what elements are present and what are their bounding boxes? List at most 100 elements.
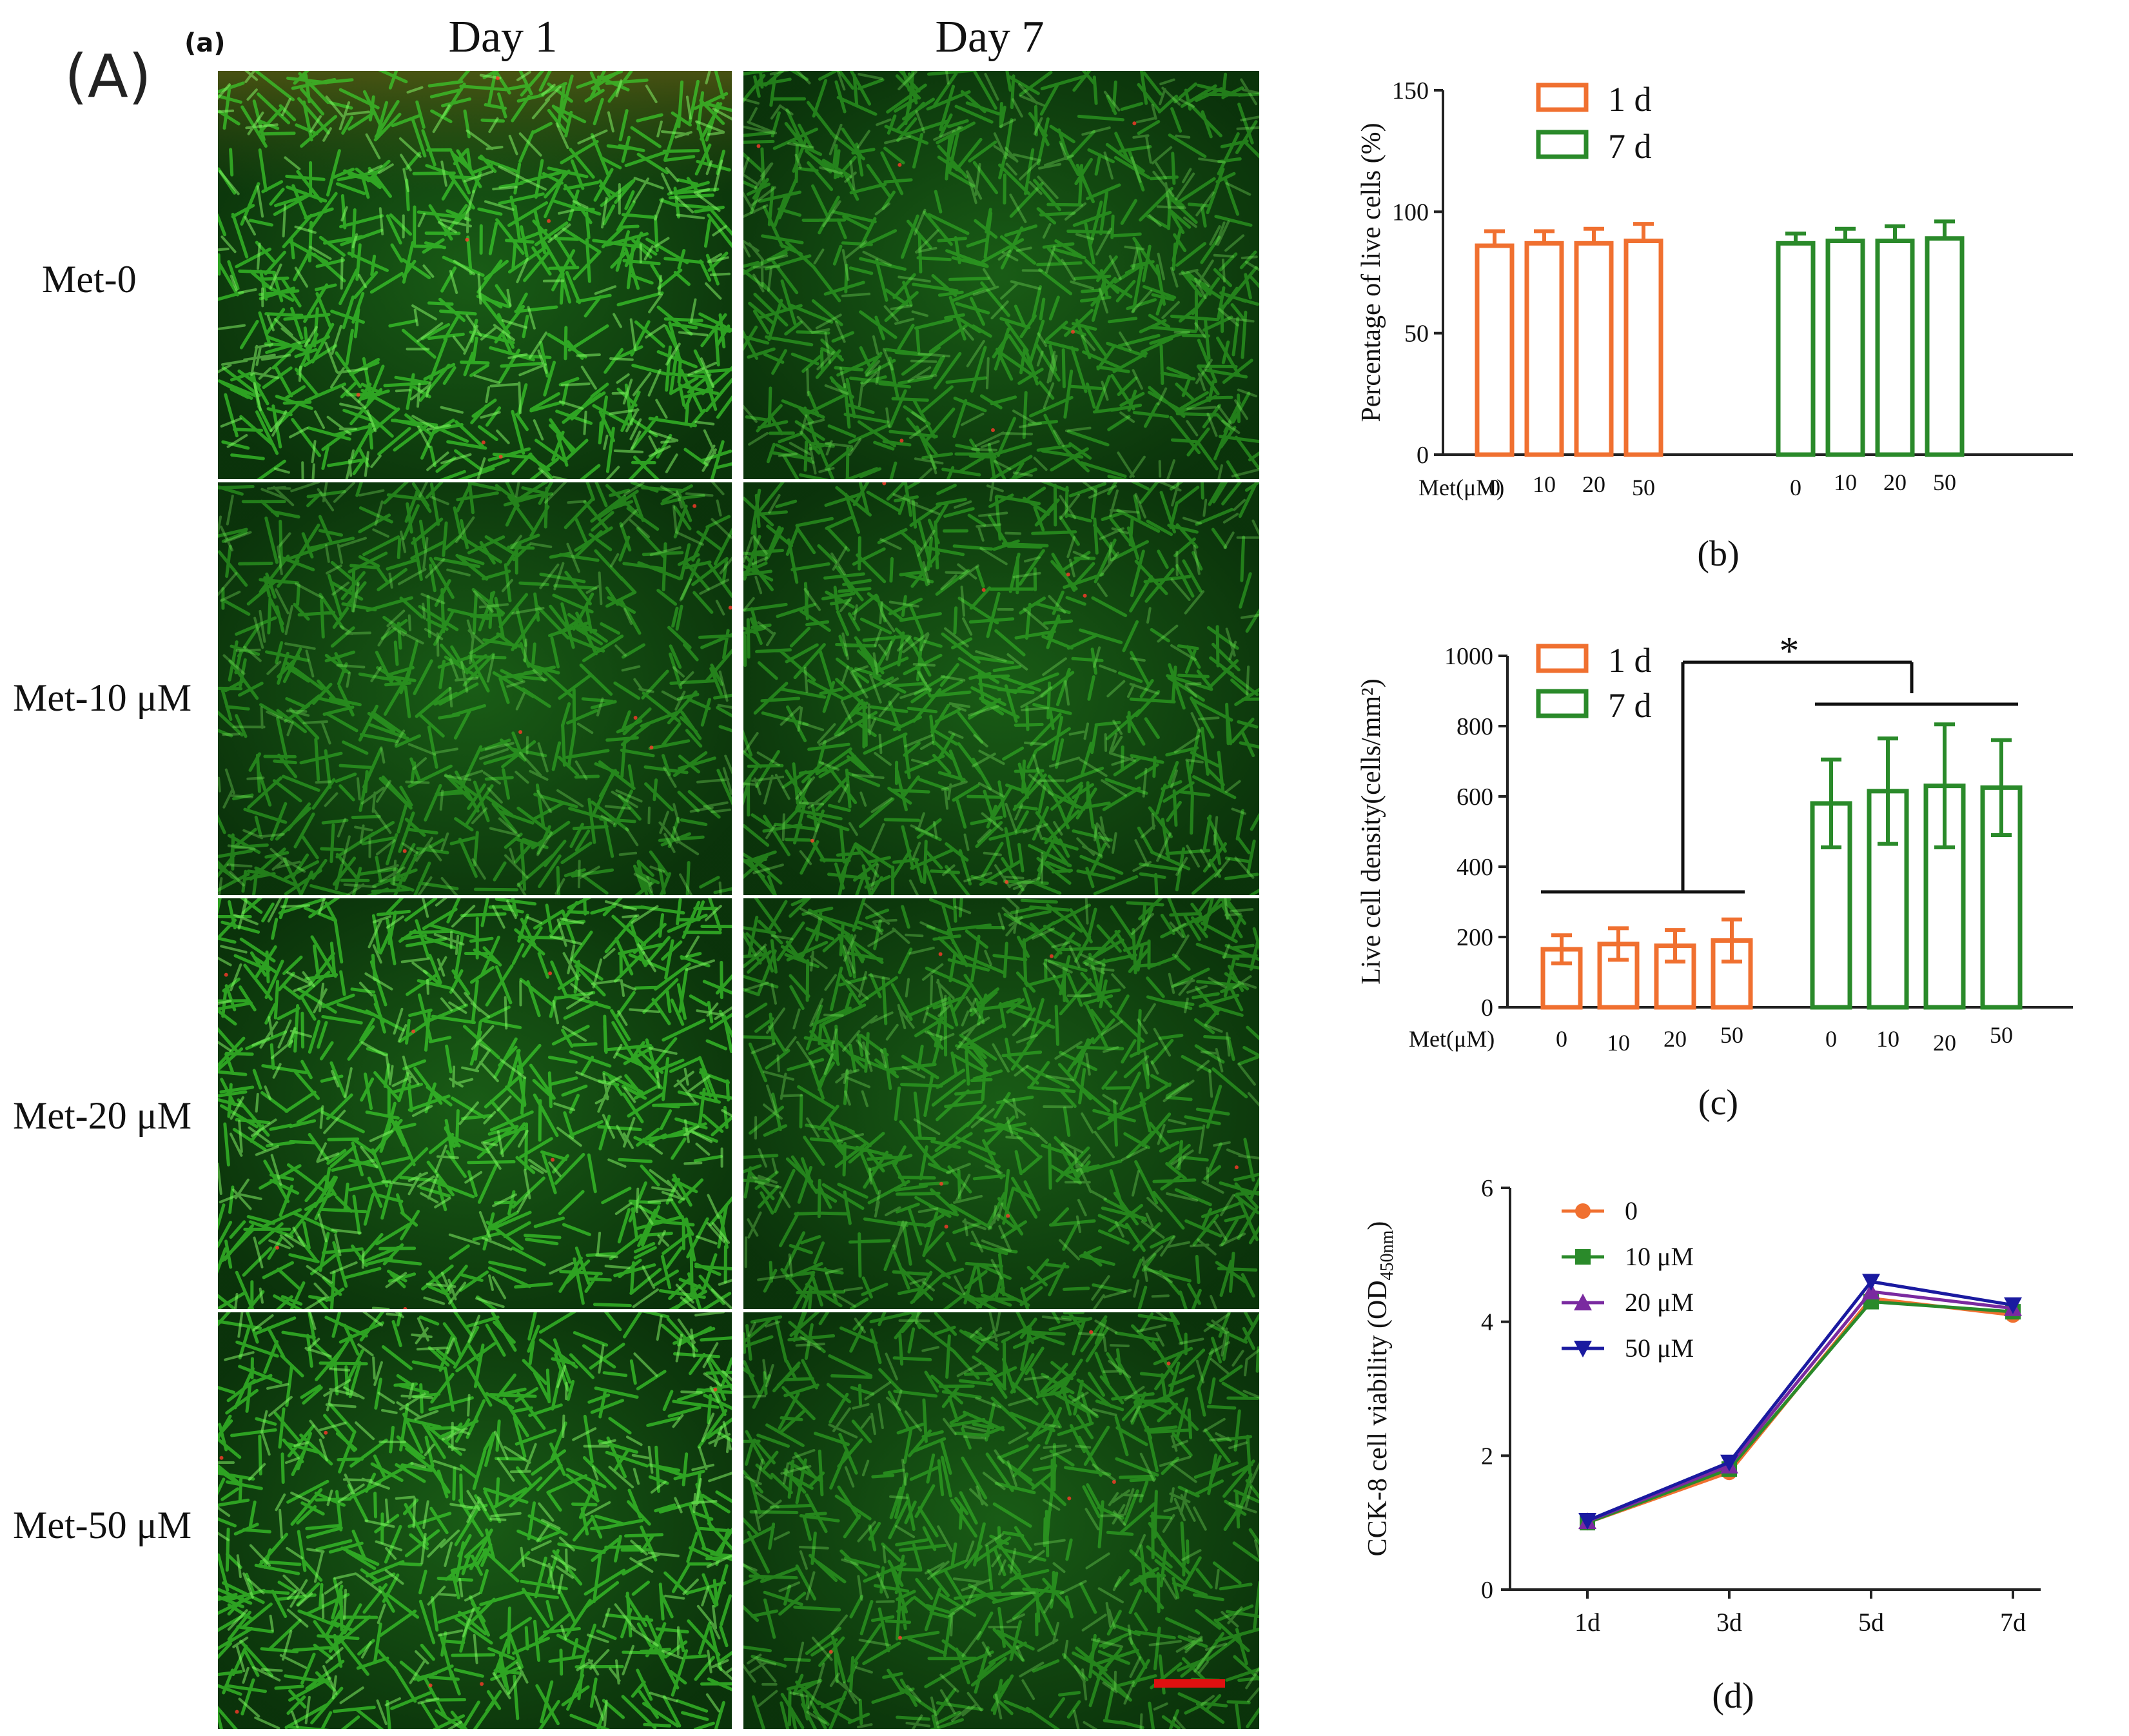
series-7d: 0 10 20 50 <box>1810 722 2023 1056</box>
y-tick-label: 400 <box>1457 854 1493 881</box>
x-tick-label: 50 <box>1720 1022 1743 1048</box>
bar <box>1925 236 1965 457</box>
chart-d-cck8-viability: 0 2 4 6 1d 3d 5d 7d CCK-8 cell viability (OD450n… <box>1363 1175 2041 1716</box>
series-line <box>1587 1279 2014 1523</box>
y-axis-title: CCK-8 cell viability (OD450nm) <box>1363 1221 1397 1557</box>
series-7d: 0 10 20 50 <box>1776 219 1965 500</box>
x-tick-label: 0 <box>1790 475 1801 500</box>
data-point <box>1862 1274 1880 1291</box>
micrograph-panel <box>743 1312 1259 1729</box>
panel-label: (d) <box>1712 1676 1754 1716</box>
y-tick-label: 0 <box>1481 1577 1493 1604</box>
x-tick-label: 0 <box>1489 475 1500 500</box>
legend-label: 1 d <box>1608 80 1652 119</box>
bar <box>1624 239 1663 457</box>
figure-label-A: (A) <box>64 42 152 111</box>
bar <box>1574 241 1614 457</box>
col-header-day7: Day 7 <box>935 12 1044 62</box>
x-tick-label: 10 <box>1533 471 1556 497</box>
legend-swatch <box>1536 130 1589 159</box>
x-tick-label: 10 <box>1876 1026 1899 1052</box>
x-tick-label: 0 <box>1556 1026 1567 1052</box>
micrograph-panel <box>743 482 1259 895</box>
series-line <box>1587 1299 2014 1524</box>
legend-label: 7 d <box>1608 127 1652 166</box>
x-axis-prefix: Met(μM) <box>1409 1026 1495 1052</box>
data-point <box>1574 1294 1592 1310</box>
x-tick-label: 20 <box>1663 1026 1687 1052</box>
legend-label: 0 <box>1625 1196 1638 1225</box>
micrograph-panel <box>218 71 732 479</box>
row-label-met50: Met-50 μM <box>13 1504 191 1546</box>
data-point <box>1575 1203 1591 1219</box>
legend-label: 10 μM <box>1625 1242 1694 1271</box>
x-tick-label: 5d <box>1858 1608 1884 1637</box>
x-tick-label: 50 <box>1990 1022 2013 1048</box>
bar <box>1540 947 1583 1010</box>
legend-swatch <box>1536 644 1589 673</box>
legend-label: 7 d <box>1608 686 1652 725</box>
scale-bar <box>1154 1679 1225 1688</box>
micrograph-panel <box>218 1312 732 1729</box>
legend-label: 20 μM <box>1625 1288 1694 1317</box>
x-tick-label: 3d <box>1716 1608 1742 1637</box>
row-label-met20: Met-20 μM <box>13 1094 191 1137</box>
micrograph-section: (A) (a) Day 1 Day 7 Met-0 Met-10 μM Met-… <box>13 12 1259 1729</box>
x-tick-label: 20 <box>1883 469 1907 495</box>
y-tick-label: 200 <box>1457 924 1493 951</box>
bar <box>1875 239 1915 457</box>
legend-swatch <box>1536 83 1589 112</box>
row-label-met10: Met-10 μM <box>13 676 191 719</box>
micrograph-panel <box>218 898 732 1309</box>
y-tick-label: 2 <box>1481 1443 1493 1470</box>
x-tick-label: 50 <box>1632 475 1655 500</box>
x-tick-label: 7d <box>2000 1608 2026 1637</box>
data-point <box>1578 1513 1596 1530</box>
row-label-met0: Met-0 <box>42 258 137 301</box>
bar <box>1825 239 1865 457</box>
series-line <box>1587 1296 2014 1524</box>
bar <box>1524 241 1564 457</box>
bar <box>1475 243 1515 457</box>
y-tick-label: 100 <box>1392 199 1429 226</box>
y-tick-label: 800 <box>1457 713 1493 740</box>
legend-label: 1 d <box>1608 641 1652 680</box>
line-series <box>1578 1274 2022 1530</box>
micrograph-panel <box>218 482 732 895</box>
x-tick-label: 10 <box>1607 1030 1630 1056</box>
series-line <box>1587 1290 2014 1523</box>
y-tick-label: 0 <box>1417 442 1429 469</box>
x-tick-label: 50 <box>1933 469 1956 495</box>
panel-label: (c) <box>1698 1083 1738 1123</box>
micrograph-grid <box>218 71 1259 1729</box>
x-tick-label: 20 <box>1582 471 1605 497</box>
series-1d: 0 10 20 50 <box>1540 917 1753 1056</box>
bar <box>1776 241 1816 457</box>
data-point <box>1575 1249 1591 1265</box>
x-tick-label: 20 <box>1933 1030 1956 1056</box>
legend-label: 50 μM <box>1625 1334 1694 1363</box>
y-axis-title: Percentage of live cells (%) <box>1357 123 1386 422</box>
bar <box>1654 943 1696 1010</box>
data-point <box>1574 1341 1592 1357</box>
micrograph-panel <box>743 898 1259 1309</box>
y-tick-label: 0 <box>1481 994 1493 1021</box>
legend-swatch <box>1536 689 1589 718</box>
data-point <box>2004 1297 2022 1314</box>
figure-label-a: (a) <box>184 28 226 58</box>
series-1d: 0 10 20 50 <box>1475 222 1663 500</box>
col-header-day1: Day 1 <box>448 12 557 62</box>
y-tick-label: 50 <box>1404 321 1429 348</box>
x-tick-label: 1d <box>1575 1608 1600 1637</box>
panel-label: (b) <box>1697 534 1739 574</box>
significance-star: * <box>1780 629 1800 673</box>
x-tick-label: 10 <box>1834 469 1857 495</box>
y-tick-label: 1000 <box>1444 643 1493 670</box>
micrograph-panel <box>743 71 1259 479</box>
x-axis-prefix: Met(μM) <box>1418 475 1504 500</box>
data-point <box>1862 1282 1880 1299</box>
data-point <box>1720 1454 1738 1472</box>
